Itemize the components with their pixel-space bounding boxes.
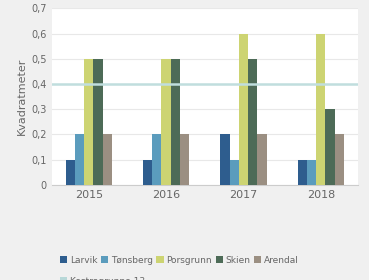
Bar [75, 134, 84, 185]
Bar [84, 59, 93, 185]
Bar [230, 160, 239, 185]
Bar [66, 160, 75, 185]
Legend: Kostragruppe 13: Kostragruppe 13 [56, 274, 148, 280]
Bar [239, 34, 248, 185]
Bar [220, 134, 230, 185]
Bar [103, 134, 112, 185]
Bar [93, 59, 103, 185]
Bar [171, 59, 180, 185]
Bar [258, 134, 267, 185]
Bar [307, 160, 316, 185]
Bar [298, 160, 307, 185]
Bar [316, 34, 325, 185]
Bar [180, 134, 189, 185]
Y-axis label: Kvadratmeter: Kvadratmeter [17, 58, 27, 135]
Bar [325, 109, 335, 185]
Bar [143, 160, 152, 185]
Bar [335, 134, 344, 185]
Bar [248, 59, 258, 185]
Bar [162, 59, 171, 185]
Bar [152, 134, 162, 185]
